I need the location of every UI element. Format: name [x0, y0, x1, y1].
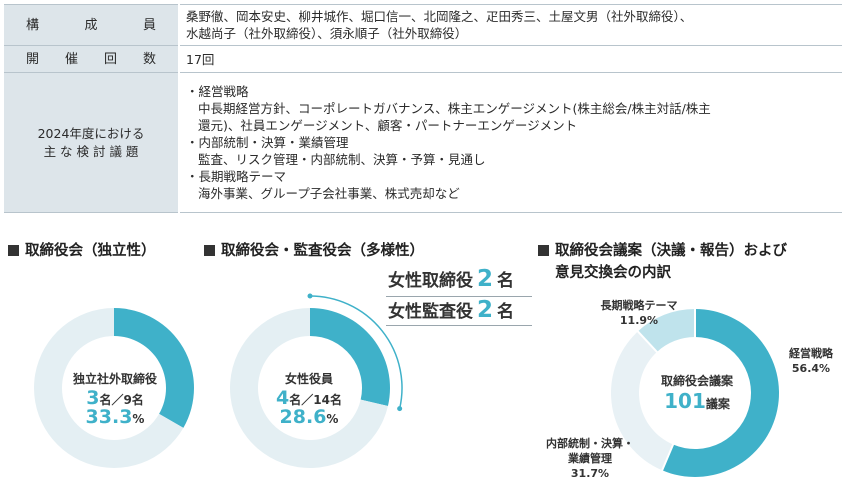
strategy-slice — [662, 309, 780, 477]
diversity-percent-suffix: % — [326, 412, 339, 426]
topic-heading: ・経営戦略 — [186, 84, 249, 99]
meetings-label-char: 数 — [142, 51, 156, 67]
meetings-label-char: 回 — [103, 51, 117, 67]
arc-endpoint-dot — [397, 406, 403, 412]
slice-separator — [636, 329, 659, 354]
agenda-section-title: 取締役会議案（決議・報告）および — [538, 241, 787, 262]
diversity-percent: 28.6% — [234, 406, 384, 428]
agenda-section-title-line2: 意見交換会の内訳 — [555, 265, 671, 281]
independence-section-title: 取締役会（独立性） — [8, 241, 156, 262]
diversity-count-value: 4 — [276, 387, 290, 409]
independence-percent: 33.3% — [40, 406, 190, 428]
diversity-title-text: 取締役会・監査役会（多様性） — [221, 243, 424, 259]
members-line: 水越尚子（社外取締役）、須永順子（社外取締役） — [186, 26, 468, 41]
female-auditors-unit: 名 — [497, 302, 515, 322]
segment-pct: 56.4% — [791, 362, 831, 375]
members-label-char: 構 — [26, 17, 40, 33]
diversity-center-title: 女性役員 — [284, 372, 333, 386]
members-label-char: 員 — [142, 17, 156, 33]
callout-divider — [386, 296, 532, 297]
female-directors-unit: 名 — [497, 271, 515, 291]
members-line: 桑野徹、岡本安史、柳井城作、堀口信一、北岡隆之、疋田秀三、土屋文男（社外取締役）… — [186, 9, 693, 24]
female-auditors-value: 2 — [477, 297, 494, 323]
diversity-center: 女性役員 4名／14名 28.6% — [234, 370, 384, 428]
diversity-count: 4名／14名 — [234, 387, 384, 409]
diversity-count-suffix: 名／14名 — [289, 393, 342, 407]
independence-slice — [114, 308, 194, 428]
square-bullet-icon — [204, 245, 215, 256]
agenda-title-text: 取締役会議案（決議・報告）および — [555, 243, 787, 259]
female-auditors-callout: 女性監査役 2 名 — [388, 297, 514, 323]
independence-count-suffix: 名／9名 — [99, 393, 144, 407]
agenda-center: 取締役会議案 101議案 — [622, 372, 772, 413]
female-officers-slice — [310, 308, 390, 406]
members-label-cell: 構 成 員 — [4, 4, 180, 46]
diversity-section-title: 取締役会・監査役会（多様性） — [204, 241, 424, 262]
segment-name: 業績管理 — [568, 452, 612, 465]
independence-center-title: 独立社外取締役 — [72, 372, 157, 386]
independence-percent-value: 33.3 — [85, 406, 133, 428]
segment-pct: 11.9% — [619, 314, 659, 327]
female-directors-label: 女性取締役 — [388, 271, 473, 291]
segment-name: 長期戦略テーマ — [600, 299, 678, 312]
female-officers-rest-slice — [229, 308, 388, 468]
diversity-percent-value: 28.6 — [279, 406, 327, 428]
meetings-label-char: 開 — [26, 51, 40, 67]
segment-label-internal: 内部統制・決算・ 業績管理 31.7% — [534, 436, 646, 481]
female-officers-outer-arc — [309, 295, 403, 409]
female-auditors-label: 女性監査役 — [388, 302, 473, 322]
segment-name: 経営戦略 — [789, 347, 833, 360]
agenda-center-title: 取締役会議案 — [660, 374, 733, 388]
square-bullet-icon — [8, 245, 19, 256]
independence-center: 独立社外取締役 3名／9名 33.3% — [40, 370, 190, 428]
members-label-char: 成 — [84, 17, 98, 33]
topic-detail: 監査、リスク管理・内部統制、決算・予算・見通し — [198, 152, 486, 167]
agenda-center-value: 101 — [664, 389, 706, 413]
female-directors-value: 2 — [477, 266, 494, 292]
topics-row: 2024年度における 主 な 検 討 議 題 ・経営戦略 中長期経営方針、コーポ… — [4, 72, 842, 213]
meetings-value: 17回 — [186, 51, 215, 67]
independence-count: 3名／9名 — [40, 387, 190, 409]
independence-title-text: 取締役会（独立性） — [25, 243, 156, 259]
longterm-slice — [637, 309, 695, 352]
arc-endpoint-dot — [307, 293, 313, 299]
topic-heading: ・内部統制・決算・業績管理 — [186, 135, 349, 150]
slice-separator — [660, 443, 675, 472]
topics-value-cell: ・経営戦略 中長期経営方針、コーポレートガバナンス、株主エンゲージメント(株主総… — [179, 72, 842, 213]
topics-label-line: 2024年度における — [37, 125, 145, 141]
topic-detail: 還元)、社員エンゲージメント、顧客・パートナーエンゲージメント — [198, 118, 578, 133]
segment-name: 内部統制・決算・ — [546, 437, 634, 450]
topic-heading: ・長期戦略テーマ — [186, 169, 287, 184]
square-bullet-icon — [538, 245, 549, 256]
topic-detail: 海外事業、グループ子会社事業、株式売却など — [198, 186, 460, 201]
meetings-label-char: 催 — [64, 51, 78, 67]
independence-percent-suffix: % — [132, 412, 145, 426]
callout-divider — [386, 325, 532, 326]
segment-label-strategy: 経営戦略 56.4% — [778, 346, 844, 376]
female-directors-callout: 女性取締役 2 名 — [388, 266, 514, 292]
topic-detail: 中長期経営方針、コーポレートガバナンス、株主エンゲージメント(株主総会/株主対話… — [198, 101, 711, 116]
internal-control-slice — [610, 331, 674, 471]
segment-pct: 31.7% — [570, 467, 610, 480]
segment-label-longterm: 長期戦略テーマ 11.9% — [584, 298, 694, 328]
independence-count-value: 3 — [86, 387, 100, 409]
topics-label-line: 主 な 検 討 議 題 — [43, 143, 139, 159]
topics-label-cell: 2024年度における 主 な 検 討 議 題 — [4, 72, 180, 213]
board-info-table: 構 成 員 桑野徹、岡本安史、柳井城作、堀口信一、北岡隆之、疋田秀三、土屋文男（… — [4, 4, 842, 213]
independence-rest-slice — [34, 308, 184, 468]
agenda-center-unit: 議案 — [705, 397, 730, 411]
